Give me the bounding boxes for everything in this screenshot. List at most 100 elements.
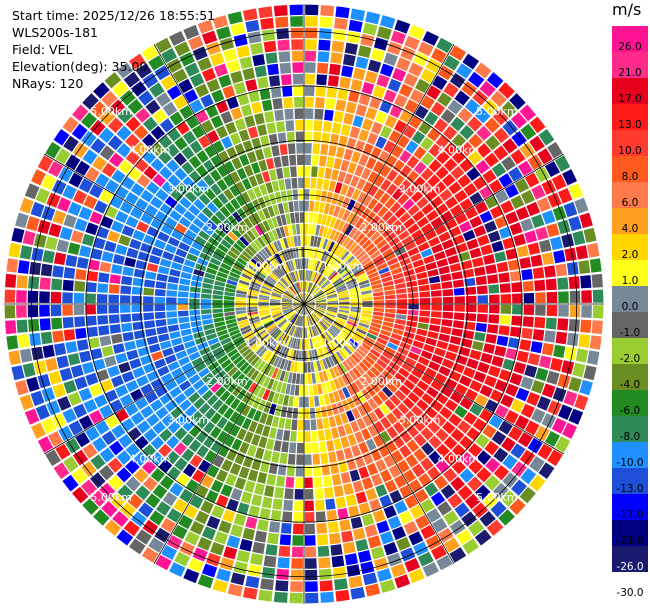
range-gate-cell xyxy=(209,169,222,182)
range-gate-cell xyxy=(443,158,458,172)
colorbar-bin xyxy=(612,156,648,182)
range-gate-cell xyxy=(224,202,236,214)
range-gate-cell xyxy=(301,339,304,350)
range-gate-cell xyxy=(204,450,217,463)
range-gate-cell xyxy=(326,440,335,452)
range-gate-cell xyxy=(485,457,501,473)
range-gate-cell xyxy=(140,212,154,225)
range-gate-cell xyxy=(254,327,265,335)
range-gate-cell xyxy=(432,75,448,91)
range-gate-cell xyxy=(333,438,343,450)
range-gate-cell xyxy=(304,442,312,454)
range-gate-cell xyxy=(242,527,255,541)
range-gate-cell xyxy=(306,282,310,293)
range-gate-cell xyxy=(224,315,236,321)
range-gate-cell xyxy=(329,256,338,267)
range-gate-cell xyxy=(355,538,369,552)
range-gate-cell xyxy=(269,354,278,365)
range-gate-cell xyxy=(235,224,246,235)
range-gate-cell xyxy=(287,224,293,236)
range-gate-cell xyxy=(440,326,452,335)
range-gate-cell xyxy=(305,50,317,62)
range-gate-cell xyxy=(33,233,47,248)
range-gate-cell xyxy=(404,99,419,114)
range-gate-cell xyxy=(340,184,349,196)
range-gate-cell xyxy=(403,379,416,391)
range-gate-cell xyxy=(98,325,110,336)
range-gate-cell xyxy=(476,313,488,323)
range-gate-cell xyxy=(350,298,361,302)
range-gate-cell xyxy=(212,15,229,29)
range-gate-cell xyxy=(117,107,133,124)
range-gate-cell xyxy=(457,485,473,501)
range-gate-cell xyxy=(203,277,215,285)
range-gate-cell xyxy=(327,521,340,533)
range-gate-cell xyxy=(188,247,201,257)
range-gate-cell xyxy=(488,365,501,378)
range-gate-cell xyxy=(498,173,513,188)
range-gate-cell xyxy=(255,253,265,263)
range-gate-cell xyxy=(509,372,523,386)
range-gate-cell xyxy=(189,520,205,535)
range-gate-cell xyxy=(406,424,419,438)
range-gate-cell xyxy=(304,304,315,308)
range-gate-cell xyxy=(333,338,342,349)
range-gate-cell xyxy=(125,443,140,458)
range-gate-cell xyxy=(294,338,299,349)
range-gate-cell xyxy=(85,166,100,182)
colorbar-bin xyxy=(612,130,648,156)
range-gate-cell xyxy=(240,104,253,117)
range-gate-cell xyxy=(302,327,304,339)
range-gate-cell xyxy=(90,248,103,260)
range-gate-cell xyxy=(258,436,268,449)
range-gate-cell xyxy=(373,407,385,420)
range-gate-cell xyxy=(310,313,318,323)
range-gate-cell xyxy=(454,212,468,225)
range-gate-cell xyxy=(279,264,287,275)
range-gate-cell xyxy=(412,386,425,398)
range-gate-cell xyxy=(223,300,235,304)
range-gate-cell xyxy=(131,286,143,295)
range-gate-cell xyxy=(99,335,112,347)
range-gate-cell xyxy=(131,81,147,97)
range-gate-cell xyxy=(467,116,483,132)
range-gate-cell xyxy=(430,491,446,507)
range-gate-cell xyxy=(135,63,152,79)
range-gate-cell xyxy=(381,325,393,332)
range-gate-cell xyxy=(329,341,338,352)
range-gate-cell xyxy=(409,504,424,519)
range-gate-cell xyxy=(356,178,367,191)
range-gate-cell xyxy=(428,324,441,333)
range-gate-cell xyxy=(189,140,203,154)
range-gate-cell xyxy=(15,379,29,396)
range-gate-cell xyxy=(475,433,490,449)
range-gate-cell xyxy=(459,221,472,233)
range-gate-cell xyxy=(311,271,317,282)
range-gate-cell xyxy=(242,8,258,21)
range-gate-cell xyxy=(376,239,388,250)
range-gate-cell xyxy=(314,293,325,299)
range-gate-cell xyxy=(198,230,210,241)
range-gate-cell xyxy=(72,104,89,122)
range-gate-cell xyxy=(266,353,275,364)
range-gate-cell xyxy=(174,167,188,181)
range-gate-cell xyxy=(300,304,304,315)
colorbar-bin xyxy=(612,182,648,208)
range-gate-cell xyxy=(379,354,391,365)
range-gate-cell xyxy=(494,345,507,357)
range-gate-cell xyxy=(403,269,415,277)
range-gate-cell xyxy=(329,63,341,76)
range-gate-cell xyxy=(223,219,234,230)
range-gate-cell xyxy=(335,6,350,19)
range-gate-cell xyxy=(235,297,246,301)
range-gate-cell xyxy=(323,284,333,291)
range-gate-cell xyxy=(215,276,227,283)
range-gate-cell xyxy=(334,414,343,426)
range-gate-cell xyxy=(370,381,381,393)
range-gate-cell xyxy=(304,385,309,396)
range-gate-cell xyxy=(133,141,148,157)
range-gate-cell xyxy=(62,292,73,304)
range-gate-cell xyxy=(162,491,178,507)
range-gate-cell xyxy=(328,180,337,192)
range-gate-cell xyxy=(335,337,345,347)
